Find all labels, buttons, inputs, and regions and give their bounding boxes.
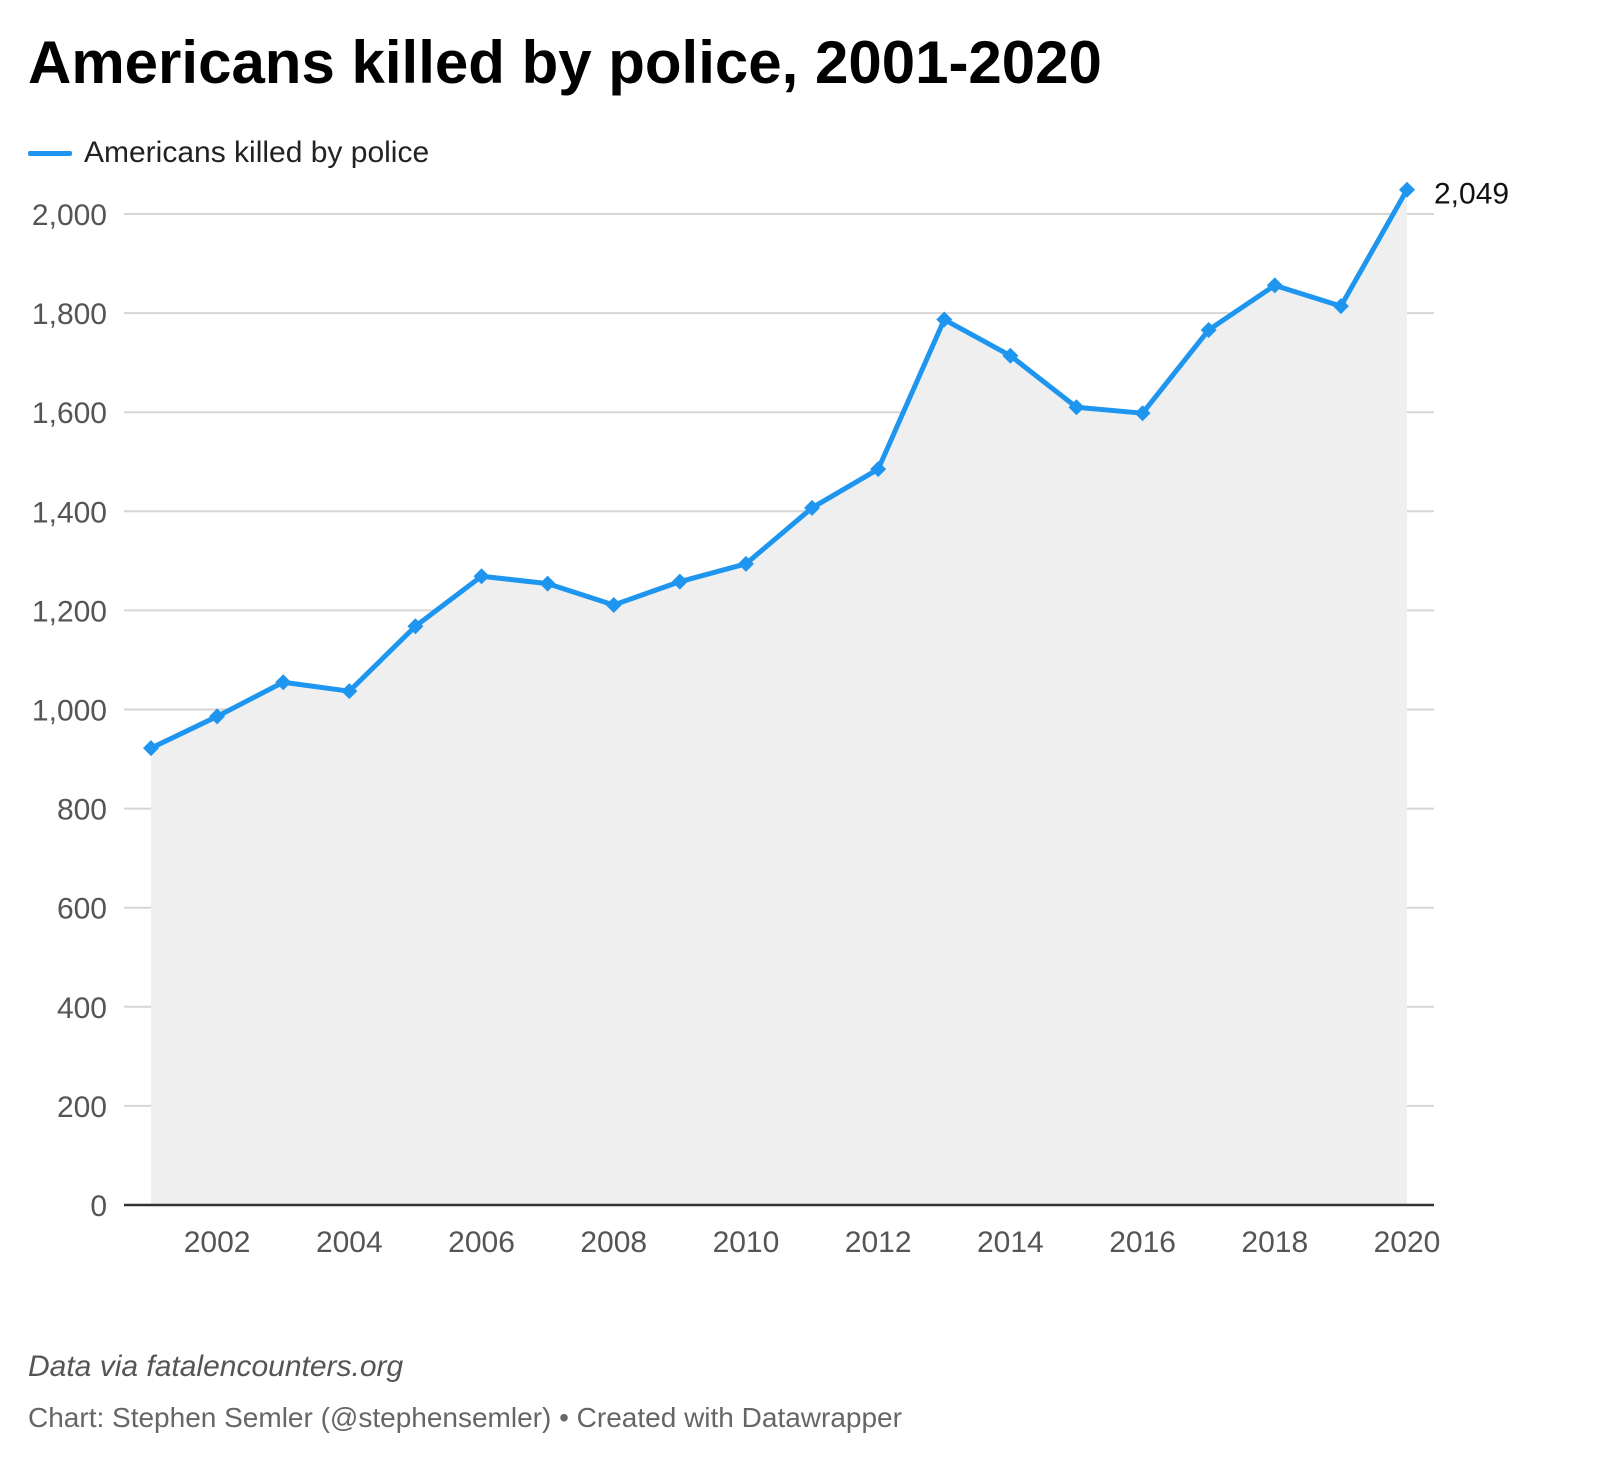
legend-swatch bbox=[28, 150, 72, 156]
data-point bbox=[407, 618, 424, 635]
data-point bbox=[539, 575, 556, 592]
point-markers bbox=[143, 181, 1415, 757]
y-tick-label: 2,000 bbox=[32, 199, 107, 232]
x-tick-label: 2006 bbox=[448, 1226, 515, 1259]
data-label: 2,049 bbox=[1434, 178, 1509, 211]
chart-credit: Chart: Stephen Semler (@stephensemler) •… bbox=[28, 1402, 902, 1433]
x-tick-label: 2008 bbox=[580, 1226, 647, 1259]
data-point bbox=[209, 708, 226, 725]
data-point bbox=[1266, 277, 1283, 294]
y-tick-label: 1,600 bbox=[32, 397, 107, 430]
data-point bbox=[1134, 405, 1151, 422]
y-tick-label: 1,000 bbox=[32, 695, 107, 728]
legend-label: Americans killed by police bbox=[84, 136, 430, 169]
data-point bbox=[1068, 399, 1085, 416]
chart-title: Americans killed by police, 2001-2020 bbox=[28, 29, 1102, 96]
area-fill-path bbox=[151, 189, 1407, 1205]
x-tick-label: 2012 bbox=[845, 1226, 912, 1259]
y-tick-label: 0 bbox=[90, 1190, 107, 1223]
line-chart: 0 200 400 600 800 1,000 1,200 1,400 1,600 1,800 2,… bbox=[32, 178, 1509, 1259]
data-point bbox=[1332, 298, 1349, 315]
x-tick-label: 2016 bbox=[1109, 1226, 1176, 1259]
x-tick-label: 2020 bbox=[1374, 1226, 1441, 1259]
source-note: Data via fatalencounters.org bbox=[28, 1350, 404, 1383]
x-tick-label: 2010 bbox=[713, 1226, 780, 1259]
legend: Americans killed by police bbox=[28, 136, 429, 170]
y-tick-label: 1,400 bbox=[32, 496, 107, 529]
y-tick-label: 800 bbox=[57, 794, 107, 827]
data-point bbox=[804, 499, 821, 516]
data-point bbox=[341, 683, 358, 700]
x-tick-label: 2014 bbox=[977, 1226, 1044, 1259]
x-tick-label: 2004 bbox=[316, 1226, 383, 1259]
series-line bbox=[148, 187, 1410, 751]
y-tick-label: 1,800 bbox=[32, 298, 107, 331]
labels: 0 200 400 600 800 1,000 1,200 1,400 1,600 1,800 2,… bbox=[32, 178, 1509, 1259]
series-line-group bbox=[148, 187, 1410, 751]
data-point bbox=[1200, 321, 1217, 338]
data-point bbox=[275, 674, 292, 691]
data-point bbox=[473, 568, 490, 585]
data-point bbox=[1002, 347, 1019, 364]
data-point bbox=[605, 596, 622, 613]
area-fill bbox=[151, 189, 1407, 1205]
data-point bbox=[671, 573, 688, 590]
data-point bbox=[143, 740, 159, 757]
y-tick-label: 400 bbox=[57, 992, 107, 1025]
x-tick-label: 2018 bbox=[1241, 1226, 1308, 1259]
x-tick-label: 2002 bbox=[184, 1226, 251, 1259]
y-tick-label: 600 bbox=[57, 893, 107, 926]
data-point bbox=[936, 311, 953, 328]
y-tick-label: 1,200 bbox=[32, 595, 107, 628]
data-point bbox=[737, 555, 754, 572]
data-point bbox=[870, 461, 887, 478]
data-point bbox=[1399, 181, 1415, 198]
y-tick-label: 200 bbox=[57, 1091, 107, 1124]
